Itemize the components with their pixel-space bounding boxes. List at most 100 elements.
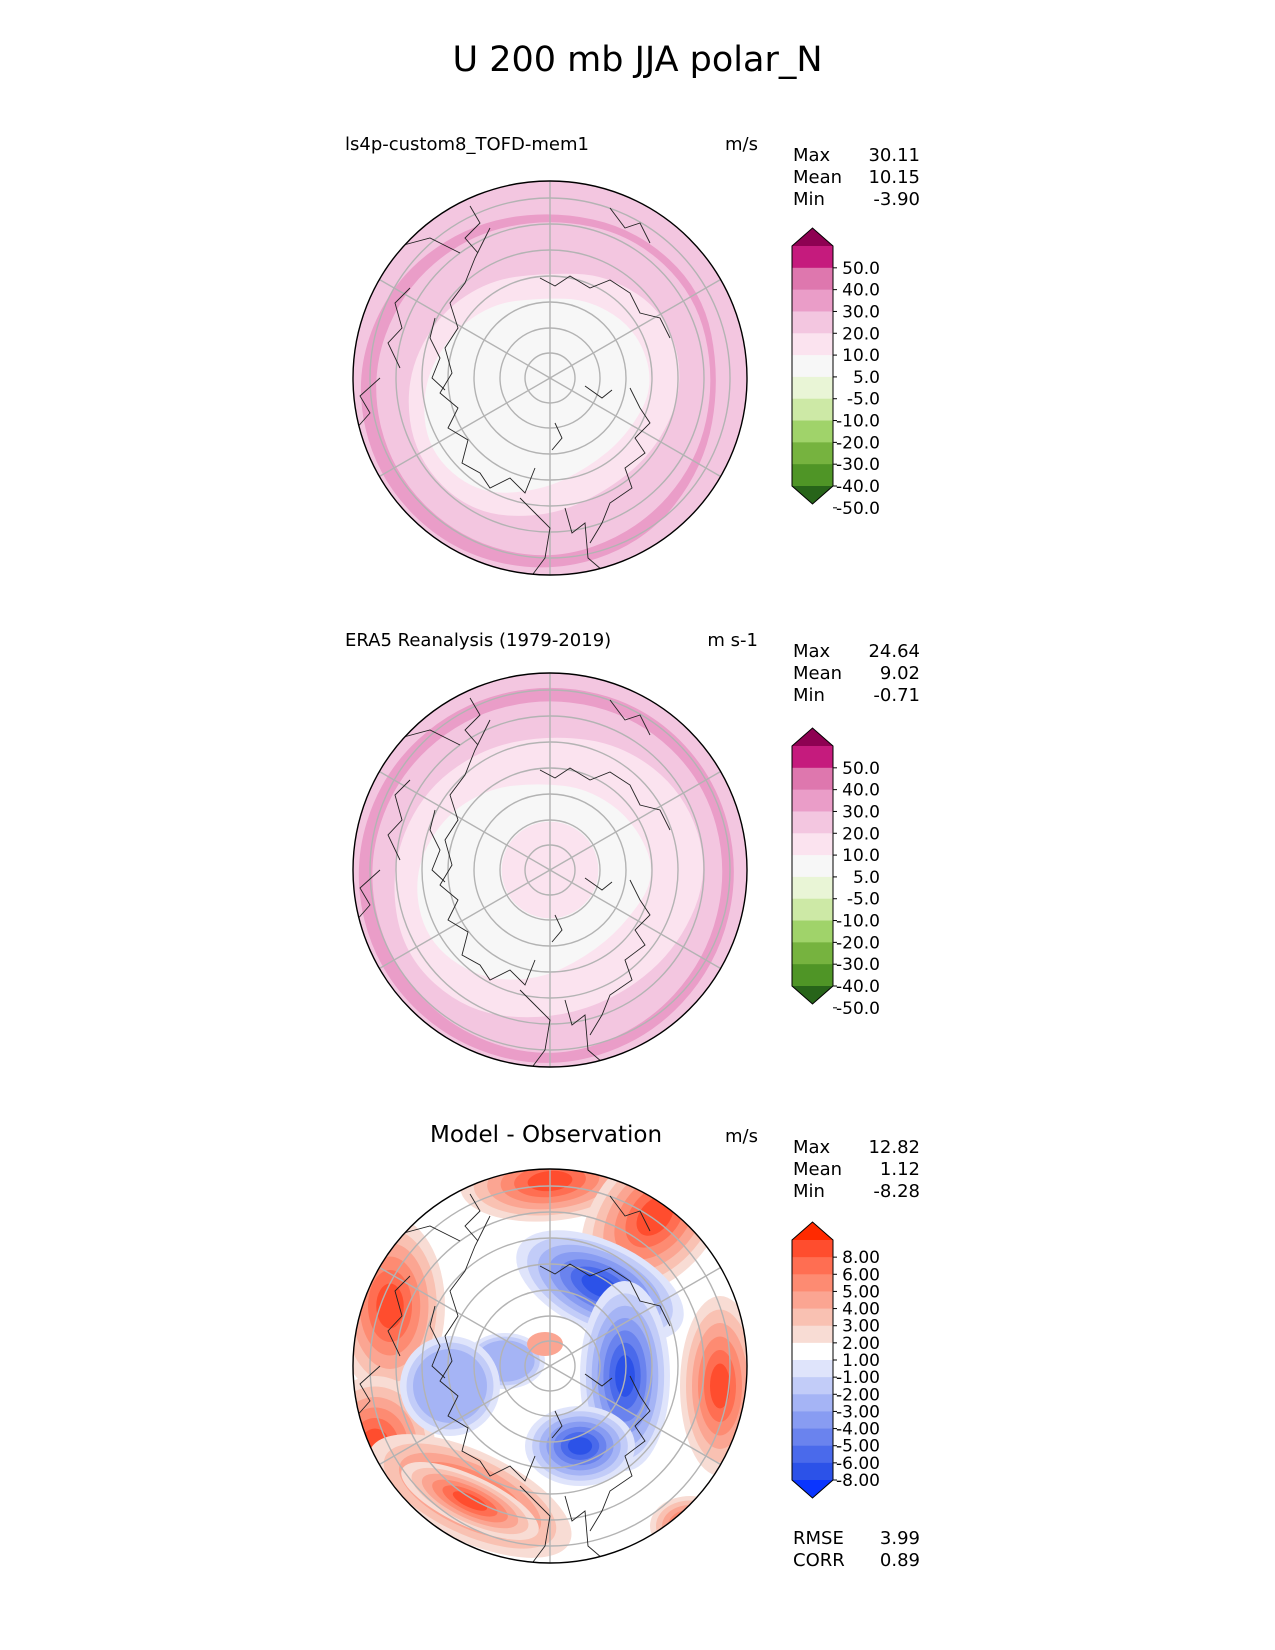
metrics-box: RMSE 3.99 CORR 0.89 <box>793 1528 920 1572</box>
coastline <box>551 422 563 451</box>
colorbar-segment <box>792 789 833 812</box>
colorbar-tick-label: -40.0 <box>836 477 880 497</box>
contour-band <box>668 1509 712 1543</box>
colorbar-tick-label: 10.0 <box>842 846 880 866</box>
contour-band <box>452 1491 488 1511</box>
stat-min: Min -3.90 <box>793 189 920 210</box>
coastline <box>439 1215 536 1482</box>
meridian-line <box>379 1266 551 1367</box>
colorbar-tick-label: 6.00 <box>842 1265 880 1285</box>
colorbar-segment <box>792 1342 833 1361</box>
colorbar-segment <box>792 767 833 791</box>
panel-label: Model - Observation <box>430 1122 663 1148</box>
map-boundary <box>352 180 748 576</box>
coastline <box>429 317 446 391</box>
coastline <box>387 779 411 861</box>
meridian-line <box>379 770 551 871</box>
colorbar-tick-label: -8.00 <box>836 1471 880 1491</box>
graticule <box>369 673 731 1067</box>
coastline <box>609 699 651 736</box>
colorbar-segment <box>792 1257 833 1275</box>
coastline <box>354 1365 381 1419</box>
coastline <box>589 387 651 544</box>
units-label: m/s <box>725 1126 758 1147</box>
stat-mean: Mean 1.12 <box>793 1159 920 1180</box>
colorbar-tick-label: 10.0 <box>842 346 880 366</box>
contour-band <box>567 1437 593 1455</box>
units-label: m/s <box>725 134 758 155</box>
contour-band <box>392 1170 448 1202</box>
meridian-line <box>549 1266 721 1367</box>
colorbar-segment <box>792 746 833 769</box>
colorbar-tick-label: -10.0 <box>836 412 880 432</box>
colorbar-segment <box>792 920 833 943</box>
coastline <box>584 1373 613 1387</box>
colorbar-segment <box>792 1360 833 1378</box>
coastline <box>354 377 381 431</box>
coastline <box>464 205 481 254</box>
coastline <box>439 719 536 986</box>
panel-model: ls4p-custom8_TOFD-mem1 m/s Max 30.11 Mean… <box>0 130 1275 610</box>
colorbar-extend-bottom <box>792 986 833 1004</box>
coastline <box>564 1495 603 1559</box>
colorbar-tick-label: -2.00 <box>836 1385 880 1405</box>
map-boundary <box>352 672 748 1068</box>
colorbar-tick-label: -50.0 <box>836 499 880 518</box>
colorbar-segment <box>792 1462 833 1481</box>
stats-box: Max 12.82 Mean 1.12 Min -8.28 <box>793 1137 920 1203</box>
coastline <box>429 1305 446 1379</box>
coastlines <box>354 1193 671 1563</box>
contour-band <box>656 1500 724 1552</box>
colorbar-segment <box>792 855 833 878</box>
coastline <box>589 1375 651 1532</box>
colorbar-tick-label: 40.0 <box>842 281 880 301</box>
coastline <box>609 207 651 244</box>
meridian-line <box>549 770 721 871</box>
panel-observation: ERA5 Reanalysis (1979-2019) m s-1 Max 24.… <box>0 626 1275 1106</box>
coastline <box>519 497 551 575</box>
coastline <box>564 507 603 571</box>
coastline <box>589 879 651 1036</box>
stat-max: Max 30.11 <box>793 145 920 166</box>
colorbar-segment <box>792 1274 833 1292</box>
colorbar-segment <box>792 420 833 443</box>
colorbar-segment <box>792 964 833 987</box>
panel-label: ls4p-custom8_TOFD-mem1 <box>345 134 589 155</box>
colorbar: 50.040.030.020.010.05.0-5.0-10.0-20.0-30… <box>791 727 880 1018</box>
stat-min: Min -0.71 <box>793 685 920 706</box>
coastline <box>584 385 613 399</box>
coastline <box>564 999 603 1063</box>
coastline <box>399 729 461 746</box>
colorbar-segment <box>792 464 833 487</box>
coastline <box>399 1225 461 1242</box>
colorbar-tick-label: 30.0 <box>842 802 880 822</box>
coastlines <box>354 697 671 1067</box>
coastline <box>429 809 446 883</box>
graticule <box>369 181 731 575</box>
coastline <box>519 1485 551 1563</box>
colorbar-tick-label: -40.0 <box>836 977 880 997</box>
colorbar-segment <box>792 1445 833 1464</box>
colorbar-segment <box>792 1428 833 1447</box>
colorbar-segment <box>792 442 833 465</box>
colorbar-tick-label: -10.0 <box>836 912 880 932</box>
coastline <box>354 869 381 923</box>
map-boundary <box>352 1168 748 1564</box>
colorbar-tick-label: 30.0 <box>842 302 880 322</box>
stats-box: Max 30.11 Mean 10.15 Min -3.90 <box>793 145 920 211</box>
coastline <box>464 697 481 746</box>
colorbar-extend-bottom <box>792 1480 833 1498</box>
colorbar-tick-label: 3.00 <box>842 1317 880 1337</box>
colorbar-segment <box>792 811 833 834</box>
colorbar-tick-label: 1.00 <box>842 1351 880 1371</box>
colorbar-tick-label: 2.00 <box>842 1334 880 1354</box>
coastline <box>464 1193 481 1242</box>
colorbar-segment <box>792 876 833 900</box>
colorbar-extend-top <box>792 728 833 746</box>
coastline <box>539 1263 671 1327</box>
colorbar: 8.006.005.004.003.002.001.00-1.00-2.00-3… <box>791 1221 880 1499</box>
graticule <box>369 1169 731 1563</box>
colorbar-segment <box>792 1291 833 1310</box>
figure-title: U 200 mb JJA polar_N <box>452 40 823 80</box>
coastline <box>551 1410 563 1439</box>
